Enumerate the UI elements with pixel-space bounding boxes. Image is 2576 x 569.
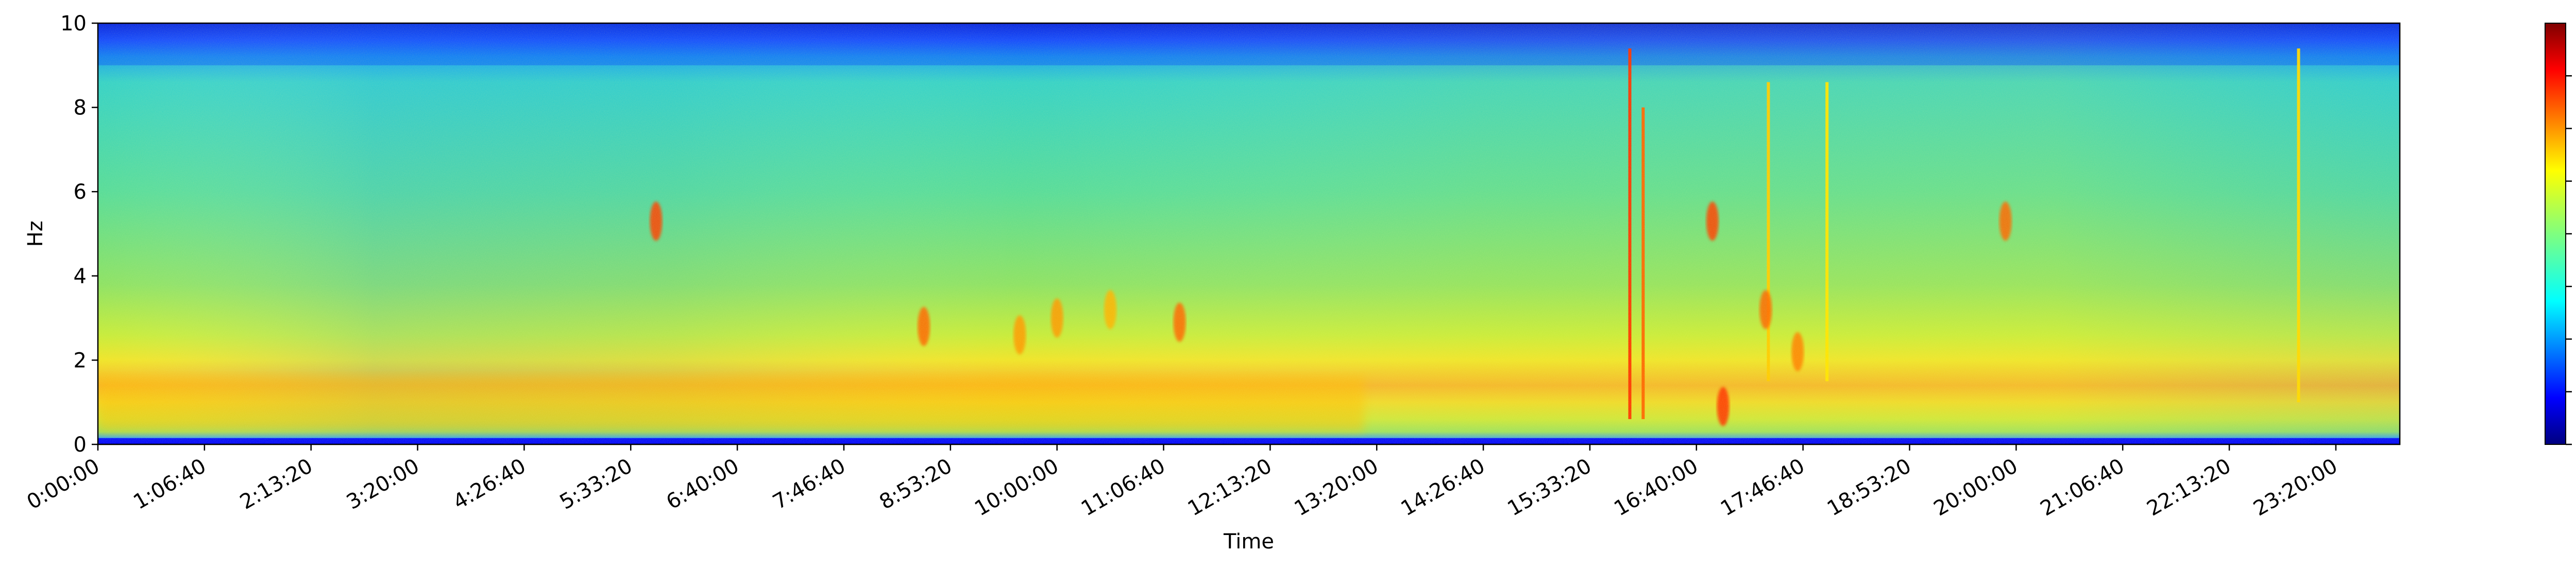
y-tick-label: 4	[74, 265, 87, 288]
x-tick-label: 3:20:00	[343, 454, 423, 514]
y-tick-label: 6	[74, 180, 87, 204]
x-tick-label: 0:00:00	[23, 454, 104, 514]
x-axis: 0:00:00 1:06:40 2:13:20 3:20:00 4:26:40 5:33:…	[23, 444, 2342, 521]
x-tick-label: 17:46:40	[1717, 454, 1809, 521]
colorbar-axis: -10 dB-20 dB-30 dB-40 dB-50 dB-60 dB-70 …	[2566, 75, 2572, 445]
x-tick-label: 5:33:20	[556, 454, 637, 514]
x-tick-label: 7:46:40	[769, 454, 850, 514]
x-tick-label: 10:00:00	[971, 454, 1063, 521]
x-tick-label: 1:06:40	[129, 454, 210, 514]
x-tick-label: 6:40:00	[663, 454, 743, 514]
x-tick-label: 11:06:40	[1077, 454, 1170, 521]
x-tick-label: 18:53:20	[1823, 454, 1916, 521]
x-tick-label: 20:00:00	[1930, 454, 2022, 521]
x-tick-label: 14:26:40	[1397, 454, 1489, 521]
x-tick-label: 22:13:20	[2143, 454, 2235, 521]
spectrogram-noise-texture	[98, 23, 2400, 444]
colorbar	[2545, 23, 2566, 445]
y-tick-label: 10	[60, 12, 87, 36]
x-tick-label: 16:40:00	[1610, 454, 1702, 521]
x-axis-title: Time	[1223, 530, 1274, 554]
x-tick-label: 15:33:20	[1503, 454, 1596, 521]
x-tick-label: 12:13:20	[1184, 454, 1276, 521]
y-axis-title: Hz	[24, 220, 47, 247]
y-tick-label: 2	[74, 349, 87, 372]
x-tick-label: 2:13:20	[236, 454, 317, 514]
y-axis: 0 2 4 6 8 10	[60, 12, 98, 457]
x-tick-label: 8:53:20	[875, 454, 956, 514]
x-tick-label: 21:06:40	[2037, 454, 2129, 521]
spectrogram-plot-area	[98, 23, 2400, 444]
y-tick-label: 0	[74, 433, 87, 457]
x-tick-label: 23:20:00	[2249, 454, 2342, 521]
x-tick-label: 13:20:00	[1291, 454, 1383, 521]
y-tick-label: 8	[74, 96, 87, 120]
plot-frame	[97, 22, 2401, 445]
x-tick-label: 4:26:40	[449, 454, 530, 514]
